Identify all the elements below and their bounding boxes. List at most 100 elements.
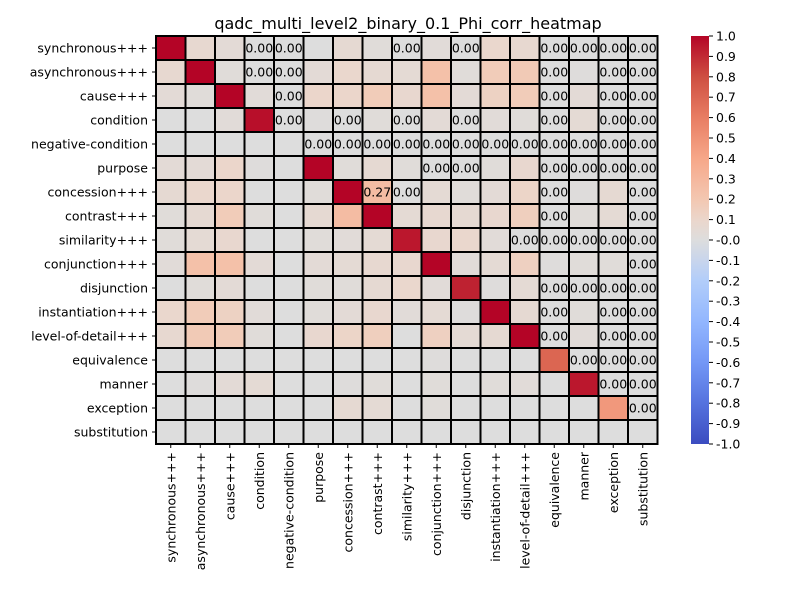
heatmap-cell bbox=[243, 203, 275, 229]
heatmap-cell bbox=[332, 371, 364, 397]
x-tick-label: cause+++ bbox=[222, 452, 237, 520]
heatmap-cell bbox=[391, 395, 423, 421]
heatmap-cell bbox=[568, 83, 600, 109]
cell-annotation: 0.00 bbox=[599, 377, 627, 392]
heatmap-cell bbox=[450, 395, 482, 421]
y-tick-label: manner bbox=[99, 377, 148, 392]
heatmap-cell bbox=[361, 83, 393, 109]
colorbar-tick-label: -1.0 bbox=[716, 437, 740, 452]
cell-annotation: 0.00 bbox=[245, 41, 273, 56]
heatmap-cell bbox=[361, 371, 393, 397]
colorbar-tick-label: 0.8 bbox=[716, 69, 736, 84]
heatmap-cell bbox=[332, 299, 364, 325]
cell-annotation: 0.00 bbox=[275, 113, 303, 128]
x-tick-label: negative-condition bbox=[281, 452, 296, 569]
heatmap-cell bbox=[184, 395, 216, 421]
heatmap-cell bbox=[597, 419, 629, 445]
cell-annotation: 0.00 bbox=[452, 137, 480, 152]
heatmap-cell bbox=[155, 347, 187, 373]
x-tick-label: condition bbox=[252, 452, 267, 510]
y-tick-label: cause+++ bbox=[80, 89, 148, 104]
heatmap-cell bbox=[361, 35, 393, 61]
heatmap-cell bbox=[627, 371, 659, 397]
heatmap-cell bbox=[509, 59, 541, 85]
y-tick-label: similarity+++ bbox=[59, 233, 148, 248]
y-tick-label: condition bbox=[90, 113, 148, 128]
heatmap-cell bbox=[479, 347, 511, 373]
heatmap-cell bbox=[361, 155, 393, 181]
cell-annotation: 0.00 bbox=[540, 161, 568, 176]
cell-annotation: 0.00 bbox=[570, 137, 598, 152]
heatmap-cell bbox=[568, 107, 600, 133]
heatmap-cell bbox=[450, 275, 482, 301]
cell-annotation: 0.00 bbox=[540, 185, 568, 200]
x-tick-label: level-of-detail+++ bbox=[517, 452, 532, 569]
heatmap-cell bbox=[391, 227, 423, 253]
heatmap-cell bbox=[332, 347, 364, 373]
heatmap-cell bbox=[420, 395, 452, 421]
x-tick-label: disjunction bbox=[458, 452, 473, 520]
heatmap-cell bbox=[568, 371, 600, 397]
heatmap-cell bbox=[184, 419, 216, 445]
heatmap-cell bbox=[479, 59, 511, 85]
heatmap-cell bbox=[214, 131, 246, 157]
heatmap-cell bbox=[538, 59, 570, 85]
heatmap-cell bbox=[391, 347, 423, 373]
heatmap-cell bbox=[391, 59, 423, 85]
heatmap-cell bbox=[597, 251, 629, 277]
cell-annotation: 0.00 bbox=[481, 137, 509, 152]
heatmap-cell bbox=[302, 179, 334, 205]
heatmap-cell bbox=[509, 323, 541, 349]
heatmap-cell bbox=[538, 395, 570, 421]
heatmap-cell bbox=[332, 395, 364, 421]
cell-annotation: 0.00 bbox=[511, 233, 539, 248]
cell-annotation: 0.00 bbox=[422, 161, 450, 176]
cell-annotation: 0.00 bbox=[599, 233, 627, 248]
heatmap-cell bbox=[420, 251, 452, 277]
y-tick-label: substitution bbox=[74, 425, 148, 440]
heatmap-cell bbox=[450, 203, 482, 229]
heatmap-cell bbox=[214, 419, 246, 445]
cell-annotation: 0.00 bbox=[599, 65, 627, 80]
heatmap-cell bbox=[627, 395, 659, 421]
heatmap-cell bbox=[155, 275, 187, 301]
heatmap-cell bbox=[243, 83, 275, 109]
heatmap-cell bbox=[214, 347, 246, 373]
heatmap-cell bbox=[509, 83, 541, 109]
colorbar-tick-label: -0.2 bbox=[716, 273, 740, 288]
heatmap-cell bbox=[420, 35, 452, 61]
cell-annotation: 0.00 bbox=[570, 161, 598, 176]
heatmap-cell bbox=[155, 395, 187, 421]
cell-annotation: 0.27 bbox=[363, 185, 391, 200]
heatmap-cell bbox=[420, 227, 452, 253]
heatmap-cell bbox=[243, 155, 275, 181]
colorbar-tick-label: -0.3 bbox=[716, 294, 740, 309]
heatmap-cell bbox=[273, 299, 305, 325]
y-tick-label: synchronous+++ bbox=[37, 41, 148, 56]
heatmap-cell bbox=[538, 83, 570, 109]
heatmap-cell bbox=[420, 107, 452, 133]
heatmap-cell bbox=[391, 155, 423, 181]
x-tick-label: equivalence bbox=[547, 452, 562, 528]
heatmap-cell bbox=[155, 323, 187, 349]
heatmap-cell bbox=[184, 227, 216, 253]
heatmap-cell bbox=[479, 35, 511, 61]
heatmap-cell bbox=[332, 419, 364, 445]
cell-annotation: 0.00 bbox=[363, 137, 391, 152]
heatmap-cell bbox=[627, 35, 659, 61]
colorbar-tick-label: -0.8 bbox=[716, 396, 740, 411]
heatmap-cell bbox=[420, 203, 452, 229]
cell-annotation: 0.00 bbox=[540, 41, 568, 56]
heatmap-cell bbox=[332, 203, 364, 229]
heatmap-cell bbox=[155, 299, 187, 325]
y-tick-label: disjunction bbox=[80, 281, 148, 296]
cell-annotation: 0.00 bbox=[245, 65, 273, 80]
heatmap-cell bbox=[391, 275, 423, 301]
heatmap-cell bbox=[509, 299, 541, 325]
cell-annotation: 0.00 bbox=[304, 137, 332, 152]
cell-annotation: 0.00 bbox=[422, 137, 450, 152]
heatmap-cell bbox=[568, 203, 600, 229]
heatmap-cell bbox=[479, 275, 511, 301]
cell-annotation: 0.00 bbox=[629, 161, 657, 176]
heatmap-cell bbox=[450, 419, 482, 445]
